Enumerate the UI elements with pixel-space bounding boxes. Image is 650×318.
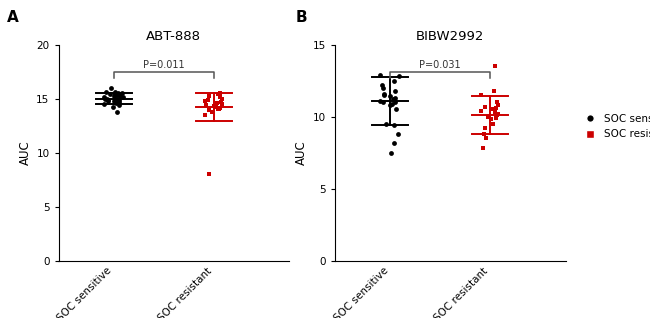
Point — [393, 131, 404, 136]
Point — [390, 88, 400, 93]
Point — [477, 146, 488, 151]
Point — [215, 91, 226, 96]
Point — [479, 131, 489, 136]
Point — [378, 85, 389, 90]
Title: ABT-888: ABT-888 — [146, 30, 202, 43]
Point — [491, 105, 501, 110]
Point — [375, 98, 385, 103]
Point — [385, 102, 395, 107]
Point — [214, 95, 225, 100]
Point — [102, 96, 112, 101]
Point — [390, 95, 400, 100]
Point — [216, 99, 226, 104]
Legend: SOC sensitive, SOC resistant: SOC sensitive, SOC resistant — [580, 114, 650, 139]
Point — [114, 97, 124, 102]
Point — [493, 111, 504, 116]
Text: B: B — [296, 10, 307, 24]
Point — [490, 64, 501, 69]
Point — [385, 150, 396, 155]
Point — [204, 172, 214, 177]
Point — [480, 104, 491, 109]
Point — [217, 101, 228, 107]
Point — [486, 117, 496, 122]
Point — [214, 106, 225, 111]
Point — [107, 105, 118, 110]
Point — [488, 121, 499, 126]
Point — [111, 93, 121, 98]
Point — [491, 100, 502, 105]
Point — [389, 78, 399, 83]
Point — [113, 91, 124, 96]
Point — [385, 94, 395, 99]
Point — [214, 107, 224, 112]
Y-axis label: AUC: AUC — [19, 140, 32, 165]
Point — [104, 92, 114, 97]
Point — [487, 107, 497, 112]
Point — [117, 91, 127, 96]
Point — [109, 94, 119, 99]
Point — [492, 113, 502, 118]
Point — [394, 74, 404, 79]
Point — [379, 91, 389, 96]
Point — [113, 93, 124, 98]
Point — [203, 108, 214, 113]
Point — [111, 100, 122, 106]
Point — [482, 114, 493, 119]
Point — [387, 101, 397, 106]
Point — [375, 72, 385, 77]
Point — [476, 108, 486, 114]
Point — [112, 109, 122, 114]
Point — [491, 115, 501, 121]
Point — [201, 102, 211, 107]
Point — [379, 93, 389, 98]
Point — [211, 105, 221, 110]
Point — [200, 112, 210, 117]
Point — [213, 107, 223, 112]
Point — [391, 107, 402, 112]
Point — [209, 104, 220, 109]
Point — [103, 97, 113, 102]
Point — [212, 100, 222, 106]
Point — [99, 95, 109, 100]
Point — [493, 102, 503, 107]
Point — [109, 90, 120, 95]
Point — [387, 97, 398, 102]
Point — [115, 94, 125, 99]
Point — [378, 100, 388, 105]
Point — [101, 90, 112, 95]
Point — [204, 94, 214, 99]
Point — [389, 123, 400, 128]
Title: BIBW2992: BIBW2992 — [416, 30, 484, 43]
Point — [489, 110, 500, 115]
Point — [103, 98, 113, 103]
Text: P=0.011: P=0.011 — [143, 60, 185, 70]
Point — [109, 98, 119, 103]
Point — [213, 92, 224, 97]
Point — [376, 82, 387, 87]
Point — [118, 95, 128, 100]
Text: A: A — [6, 10, 18, 24]
Point — [206, 109, 216, 114]
Point — [480, 136, 491, 141]
Point — [114, 102, 124, 107]
Point — [480, 126, 490, 131]
Point — [112, 96, 123, 101]
Y-axis label: AUC: AUC — [295, 140, 308, 165]
Point — [99, 101, 109, 107]
Point — [203, 97, 213, 102]
Point — [390, 100, 400, 105]
Point — [489, 88, 499, 93]
Point — [476, 93, 486, 98]
Point — [380, 121, 391, 126]
Point — [216, 96, 227, 101]
Point — [106, 85, 116, 90]
Point — [100, 96, 110, 101]
Text: P=0.031: P=0.031 — [419, 60, 461, 70]
Point — [200, 98, 210, 103]
Point — [114, 99, 124, 104]
Point — [389, 140, 400, 145]
